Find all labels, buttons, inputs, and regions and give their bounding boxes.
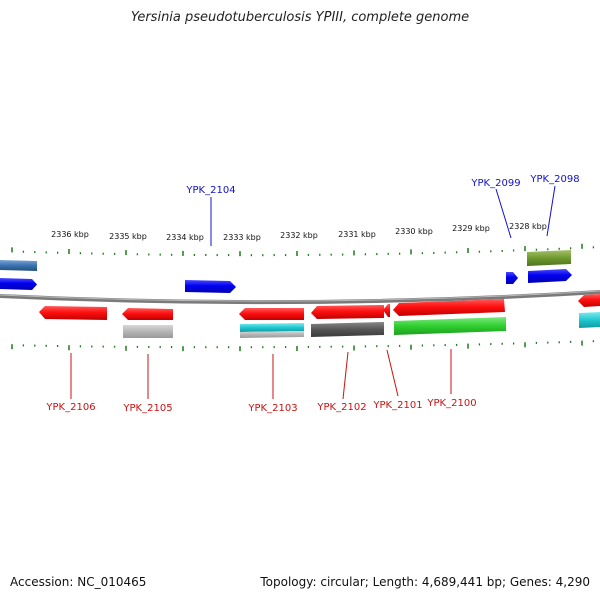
gene-feature-ypk-2104[interactable] [185, 280, 236, 293]
reverse-features [39, 294, 600, 338]
scale-label: 2332 kbp [280, 231, 318, 240]
gene-feature[interactable] [240, 323, 304, 332]
leader-ypk-2102 [342, 351, 349, 400]
genome-backbone [0, 290, 600, 305]
gene-label-ypk-2103[interactable]: YPK_2103 [247, 403, 297, 414]
gene-feature[interactable] [579, 312, 600, 328]
scale-ticks-bottom [11, 340, 595, 352]
gene-label-ypk-2104[interactable]: YPK_2104 [185, 185, 235, 196]
gene-label-ypk-2102[interactable]: YPK_2102 [316, 402, 366, 413]
gene-feature[interactable] [394, 317, 506, 335]
gene-feature-ypk-2106[interactable] [39, 306, 107, 320]
accession-text: Accession: NC_010465 [10, 575, 147, 589]
gene-label-ypk-2099[interactable]: YPK_2099 [470, 178, 520, 189]
scale-label: 2330 kbp [395, 227, 433, 236]
gene-feature-ypk-2101[interactable] [383, 304, 390, 317]
leader-ypk-2099 [495, 188, 512, 239]
label-leaders [70, 185, 556, 400]
gene-feature-ypk-2098[interactable] [527, 250, 571, 266]
genome-summary-text: Topology: circular; Length: 4,689,441 bp… [260, 575, 590, 589]
leader-ypk-2098 [546, 185, 556, 237]
gene-feature[interactable] [0, 260, 37, 271]
gene-label-ypk-2100[interactable]: YPK_2100 [426, 398, 476, 409]
gene-labels-top: YPK_2104 YPK_2099 YPK_2098 [185, 174, 579, 196]
scale-label: 2335 kbp [109, 232, 147, 241]
gene-feature-ypk-2100[interactable] [393, 299, 505, 316]
scale-label: 2334 kbp [166, 233, 204, 242]
gene-feature[interactable] [578, 294, 600, 307]
scale-label: 2328 kbp [509, 222, 547, 231]
gene-label-ypk-2101[interactable]: YPK_2101 [372, 400, 422, 411]
scale-label: 2333 kbp [223, 233, 261, 242]
gene-label-ypk-2098[interactable]: YPK_2098 [529, 174, 579, 185]
gene-feature[interactable] [528, 269, 572, 283]
genome-backbone-highlight [0, 290, 600, 302]
scale-labels: 2336 kbp 2335 kbp 2334 kbp 2333 kbp 2332… [51, 222, 547, 242]
gene-feature-ypk-2099[interactable] [506, 272, 518, 284]
gene-feature[interactable] [0, 278, 37, 290]
scale-label: 2331 kbp [338, 230, 376, 239]
gene-label-ypk-2106[interactable]: YPK_2106 [45, 402, 95, 413]
gene-label-ypk-2105[interactable]: YPK_2105 [122, 403, 172, 414]
scale-label: 2336 kbp [51, 230, 89, 239]
gene-feature[interactable] [311, 322, 384, 337]
genome-title: Yersinia pseudotuberculosis YPIII, compl… [130, 10, 470, 25]
gene-feature[interactable] [123, 325, 173, 338]
forward-features [0, 250, 572, 293]
leader-ypk-2101 [386, 349, 399, 397]
gene-feature-ypk-2102[interactable] [311, 305, 384, 319]
gene-feature-ypk-2105[interactable] [122, 308, 173, 320]
gene-feature-ypk-2103[interactable] [239, 308, 304, 320]
scale-label: 2329 kbp [452, 224, 490, 233]
gene-labels-bottom: YPK_2106 YPK_2105 YPK_2103 YPK_2102 YPK_… [45, 398, 476, 414]
scale-ticks-top [11, 243, 595, 257]
gene-feature[interactable] [240, 331, 304, 338]
